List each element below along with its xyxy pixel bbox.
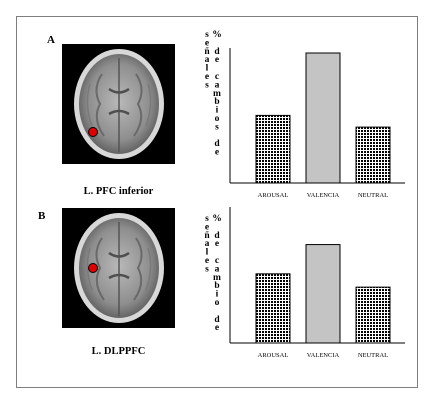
- brain-scan-b: [62, 208, 175, 328]
- panel-b-caption: L. DLPPFC: [91, 346, 146, 357]
- bar-arousal: [255, 114, 291, 184]
- panel-a-letter: A: [47, 34, 55, 46]
- chart-a-ylabel: % de cambios de señales: [202, 30, 222, 157]
- chart-b-ylabel: % de cambio de señales: [202, 214, 222, 332]
- bar-neutral: [355, 126, 391, 184]
- panel-b-letter: B: [38, 210, 46, 222]
- chart-b: AROUSAL VALENCIA NEUTRAL: [220, 205, 410, 365]
- chart-b-svg: AROUSAL VALENCIA NEUTRAL: [229, 207, 405, 359]
- bar-arousal: [255, 273, 291, 344]
- activation-marker-b: [88, 263, 98, 273]
- brain-scan-a: [62, 44, 175, 164]
- tick-label-arousal: AROUSAL: [258, 352, 289, 359]
- tick-label-neutral: NEUTRAL: [358, 192, 388, 199]
- chart-a: AROUSAL VALENCIA NEUTRAL: [220, 40, 410, 200]
- activation-marker-a: [88, 127, 98, 137]
- panel-a-caption: L. PFC inferior: [83, 186, 154, 197]
- tick-label-valencia: VALENCIA: [307, 192, 340, 199]
- tick-label-valencia: VALENCIA: [307, 352, 340, 359]
- bar-neutral: [355, 286, 391, 344]
- bar-valencia: [305, 52, 341, 184]
- chart-a-svg: AROUSAL VALENCIA NEUTRAL: [229, 48, 405, 199]
- bar-valencia: [305, 244, 341, 344]
- tick-label-arousal: AROUSAL: [258, 192, 289, 199]
- tick-label-neutral: NEUTRAL: [358, 352, 388, 359]
